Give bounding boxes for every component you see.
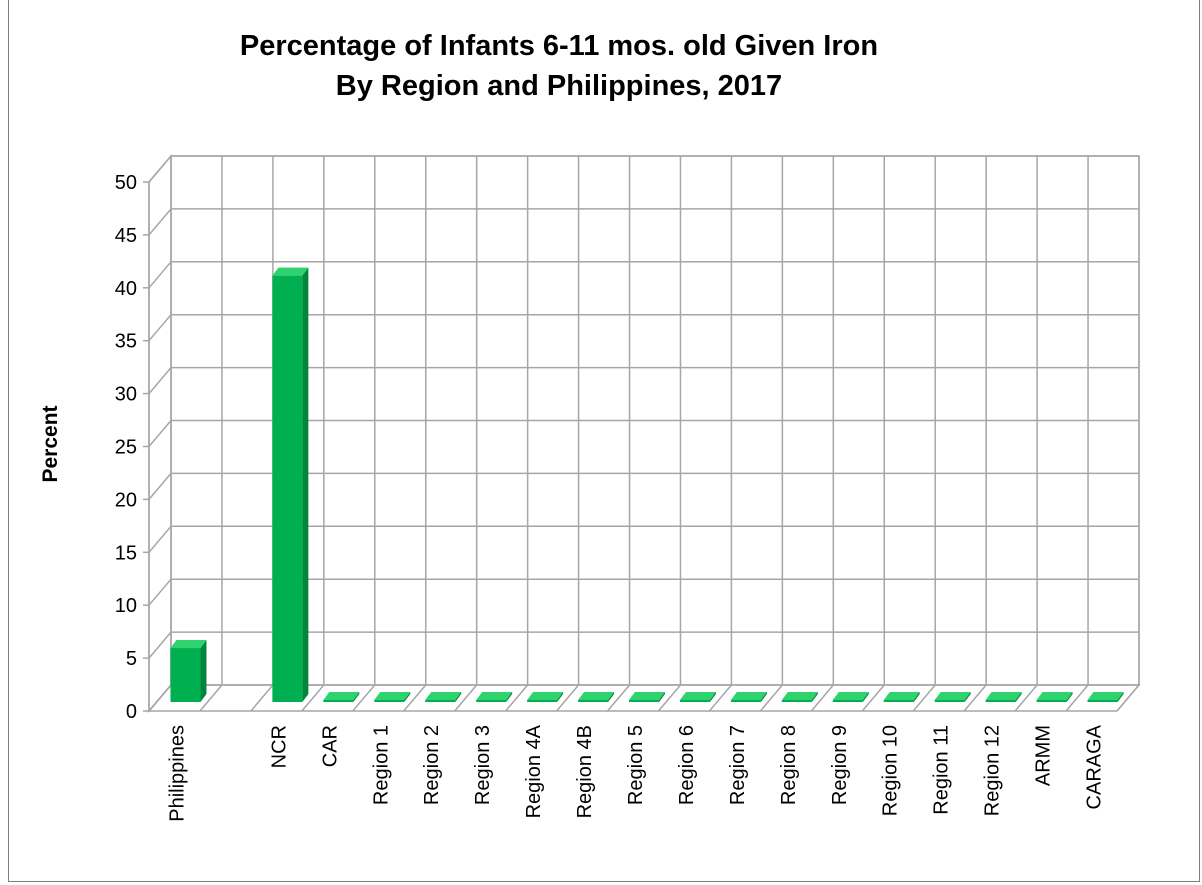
bar	[323, 692, 359, 702]
bar	[680, 692, 716, 702]
y-tick-label: 20	[115, 489, 137, 511]
bar-front	[680, 700, 710, 702]
bar	[833, 692, 869, 702]
category-label: Philippines	[166, 725, 188, 822]
category-label: ARMM	[1033, 725, 1055, 786]
category-label: Region 9	[829, 725, 851, 805]
bar-top	[578, 692, 614, 700]
bar-front	[1088, 700, 1118, 702]
bar-top	[629, 692, 665, 700]
bar-side	[200, 640, 206, 702]
bar	[935, 692, 971, 702]
bar-front	[1037, 700, 1067, 702]
bar-side	[302, 268, 308, 702]
bar-top	[986, 692, 1022, 700]
bar-front	[425, 700, 455, 702]
y-tick-label: 50	[115, 172, 137, 194]
y-axis-label: Percent	[39, 405, 62, 482]
bar-front	[782, 700, 812, 702]
chart-title-line-2: By Region and Philippines, 2017	[336, 70, 782, 102]
bar-top	[935, 692, 971, 700]
bar-top	[1037, 692, 1073, 700]
y-tick-label: 45	[115, 225, 137, 247]
y-axis-ticks: 0 5 10 15 20 25 30 35 40 45 50	[115, 172, 137, 723]
bar-front	[476, 700, 506, 702]
bar-front	[374, 700, 404, 702]
bar-front	[986, 700, 1016, 702]
x-axis-categories: Philippines NCR CAR Region 1 Region 2 Region …	[166, 724, 1105, 821]
bar-front	[170, 648, 200, 702]
category-label: Region 2	[421, 725, 443, 805]
bar-top	[1088, 692, 1124, 700]
bar	[884, 692, 920, 702]
y-tick-label: 25	[115, 437, 137, 459]
bar-front	[833, 700, 863, 702]
bar	[272, 268, 308, 702]
category-label: Region 8	[778, 725, 800, 805]
y-tick-label: 15	[115, 542, 137, 564]
category-label: Region 10	[880, 725, 902, 816]
bar	[527, 692, 563, 702]
bar	[1088, 692, 1124, 702]
category-label: Region 5	[625, 725, 647, 805]
bar-top	[272, 268, 308, 276]
bar-front	[935, 700, 965, 702]
bar-top	[884, 692, 920, 700]
category-label: CARAGA	[1084, 724, 1106, 809]
chart-svg: 0 5 10 15 20 25 30 35 40 45 50 Philippines NCR CAR Re…	[9, 0, 1201, 883]
y-tick-label: 0	[126, 701, 137, 723]
bar-top	[170, 640, 206, 648]
bar	[782, 692, 818, 702]
category-label: Region 4A	[523, 724, 545, 818]
bar	[629, 692, 665, 702]
bar	[986, 692, 1022, 702]
category-label: Region 7	[727, 725, 749, 805]
category-label: Region 1	[370, 725, 392, 805]
category-label: Region 4B	[574, 725, 596, 818]
category-label: Region 6	[676, 725, 698, 805]
bar-top	[323, 692, 359, 700]
chart-title-line-1: Percentage of Infants 6-11 mos. old Give…	[240, 30, 878, 62]
bar-top	[833, 692, 869, 700]
category-label: Region 12	[982, 725, 1004, 816]
category-label: NCR	[268, 725, 290, 768]
chart-frame: 0 5 10 15 20 25 30 35 40 45 50 Philippines NCR CAR Re…	[8, 0, 1200, 882]
bar-top	[476, 692, 512, 700]
bar-front	[731, 700, 761, 702]
bar	[578, 692, 614, 702]
bar-front	[578, 700, 608, 702]
bar-front	[629, 700, 659, 702]
bar-top	[374, 692, 410, 700]
y-tick-label: 5	[126, 648, 137, 670]
bar	[374, 692, 410, 702]
bar-front	[323, 700, 353, 702]
bar-top	[680, 692, 716, 700]
category-label: Region 3	[472, 725, 494, 805]
bar-top	[527, 692, 563, 700]
y-tick-label: 10	[115, 595, 137, 617]
bar-top	[425, 692, 461, 700]
y-tick-label: 35	[115, 331, 137, 353]
bar-top	[782, 692, 818, 700]
bar-front	[527, 700, 557, 702]
category-label: Region 11	[931, 725, 953, 815]
bar-front	[884, 700, 914, 702]
bar	[425, 692, 461, 702]
bar	[476, 692, 512, 702]
bar-front	[272, 276, 302, 702]
bar	[731, 692, 767, 702]
bar-top	[731, 692, 767, 700]
bar	[1037, 692, 1073, 702]
y-tick-label: 40	[115, 278, 137, 300]
category-label: CAR	[319, 725, 341, 767]
y-tick-label: 30	[115, 384, 137, 406]
bar	[170, 640, 206, 702]
